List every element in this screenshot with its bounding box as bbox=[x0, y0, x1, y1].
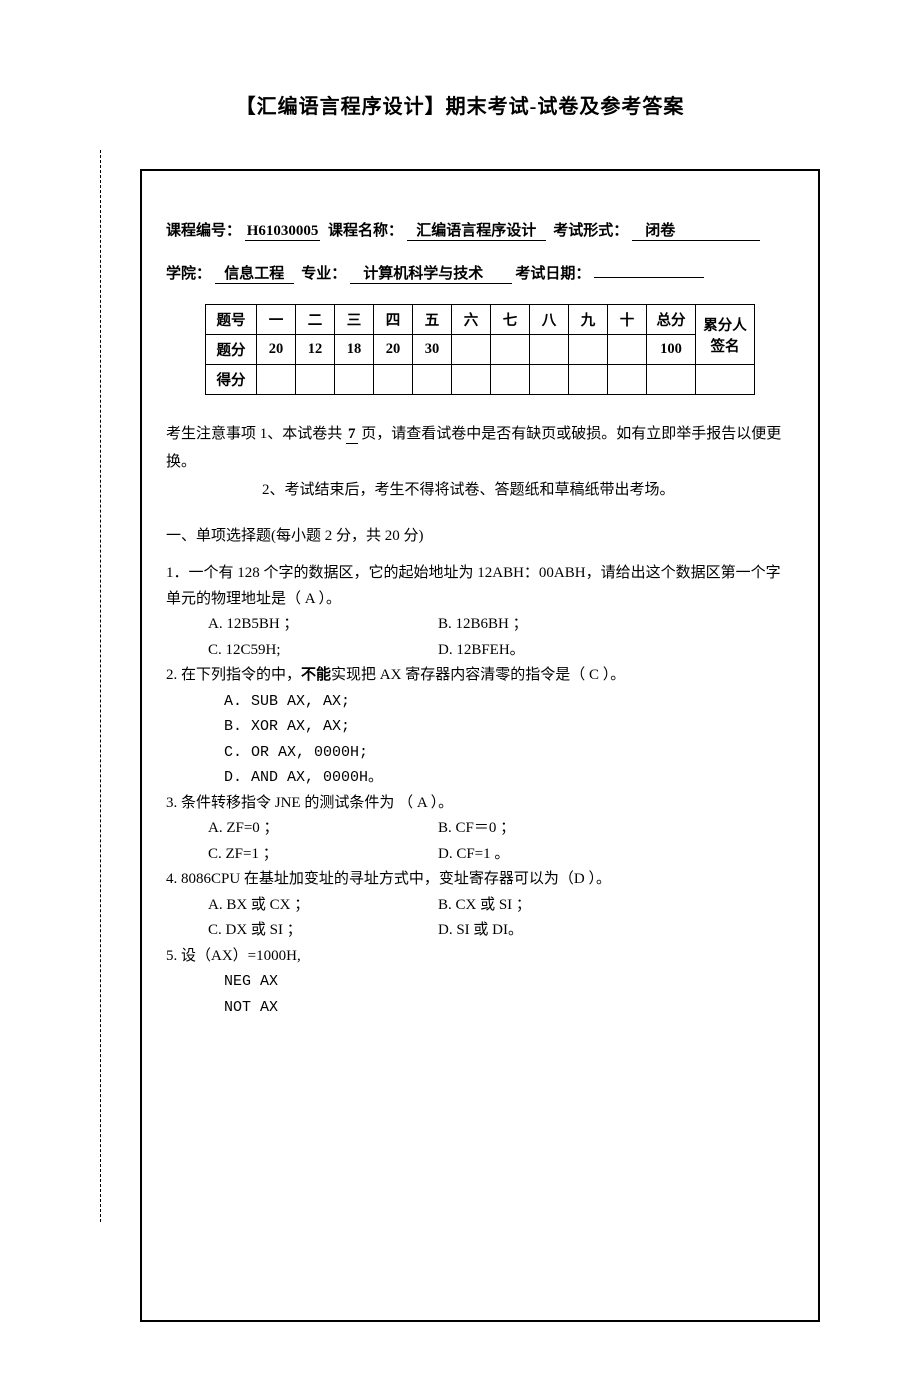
q4-stem: 4. 8086CPU 在基址加变址的寻址方式中，变址寄存器可以为（D ）。 bbox=[166, 867, 794, 893]
exam-date-blank bbox=[594, 262, 704, 278]
got-7 bbox=[491, 365, 530, 395]
got-total bbox=[647, 365, 696, 395]
got-8 bbox=[530, 365, 569, 395]
question-2: 2. 在下列指令的中，不能实现把 AX 寄存器内容清零的指令是（ C ）。 A.… bbox=[166, 663, 794, 791]
score-8 bbox=[530, 335, 569, 365]
notice-prefix: 考生注意事项 bbox=[166, 426, 256, 442]
major-label: 专业： bbox=[301, 266, 346, 282]
q4-opt-c: C. DX 或 SI ； bbox=[208, 918, 438, 944]
q4-opt-d: D. SI 或 DI。 bbox=[438, 918, 523, 944]
content-frame: 课程编号： H61030005 课程名称： 汇编语言程序设计 考试形式： 闭卷 … bbox=[140, 169, 820, 1322]
exam-form-label: 考试形式： bbox=[553, 223, 628, 239]
col-5: 五 bbox=[413, 305, 452, 335]
course-no: H61030005 bbox=[245, 223, 321, 241]
score-6 bbox=[452, 335, 491, 365]
q5-stem: 5. 设（AX）=1000H, bbox=[166, 944, 794, 970]
got-6 bbox=[452, 365, 491, 395]
col-3: 三 bbox=[335, 305, 374, 335]
col-10: 十 bbox=[608, 305, 647, 335]
got-1 bbox=[257, 365, 296, 395]
section-1-title: 一、单项选择题(每小题 2 分，共 20 分) bbox=[166, 524, 794, 545]
got-10 bbox=[608, 365, 647, 395]
col-8: 八 bbox=[530, 305, 569, 335]
meta-line-2: 学院： 信息工程 专业： 计算机科学与技术 考试日期： bbox=[166, 260, 794, 289]
q1-stem: 1．一个有 128 个字的数据区，它的起始地址为 12ABH：00ABH，请给出… bbox=[166, 561, 794, 612]
meta-line-1: 课程编号： H61030005 课程名称： 汇编语言程序设计 考试形式： 闭卷 bbox=[166, 217, 794, 246]
course-name: 汇编语言程序设计 bbox=[407, 223, 546, 241]
q4-opt-b: B. CX 或 SI ； bbox=[438, 893, 531, 919]
col-7: 七 bbox=[491, 305, 530, 335]
score-10 bbox=[608, 335, 647, 365]
row2-label: 题分 bbox=[206, 335, 257, 365]
question-4: 4. 8086CPU 在基址加变址的寻址方式中，变址寄存器可以为（D ）。 A.… bbox=[166, 867, 794, 944]
table-row: 得分 bbox=[206, 365, 755, 395]
row3-label: 得分 bbox=[206, 365, 257, 395]
q3-opt-d: D. CF=1 。 bbox=[438, 842, 509, 868]
score-table: 题号 一 二 三 四 五 六 七 八 九 十 总分 累分人 签名 题分 20 bbox=[205, 304, 755, 395]
sign-col: 累分人 签名 bbox=[696, 305, 755, 365]
question-5: 5. 设（AX）=1000H, NEG AX NOT AX bbox=[166, 944, 794, 1021]
got-3 bbox=[335, 365, 374, 395]
q1-opt-a: A. 12B5BH ； bbox=[208, 612, 438, 638]
exam-date-label: 考试日期： bbox=[515, 266, 590, 282]
col-9: 九 bbox=[569, 305, 608, 335]
q1-opt-c: C. 12C59H; bbox=[208, 638, 438, 664]
notice-line1a: 1、本试卷共 bbox=[260, 426, 343, 442]
got-5 bbox=[413, 365, 452, 395]
col-4: 四 bbox=[374, 305, 413, 335]
page-count: 7 bbox=[346, 426, 358, 444]
row1-label: 题号 bbox=[206, 305, 257, 335]
document-title: 【汇编语言程序设计】期末考试-试卷及参考答案 bbox=[100, 90, 820, 119]
table-row: 题号 一 二 三 四 五 六 七 八 九 十 总分 累分人 签名 bbox=[206, 305, 755, 335]
q3-opt-c: C. ZF=1 ； bbox=[208, 842, 438, 868]
score-2: 12 bbox=[296, 335, 335, 365]
got-4 bbox=[374, 365, 413, 395]
sign-cell bbox=[696, 365, 755, 395]
q2-opt-b: B. XOR AX, AX; bbox=[166, 714, 794, 740]
notice-line2: 2、考试结束后，考生不得将试卷、答题纸和草稿纸带出考场。 bbox=[166, 482, 675, 498]
q2-opt-d: D. AND AX, 0000H。 bbox=[166, 765, 794, 791]
college: 信息工程 bbox=[215, 266, 294, 284]
table-row: 题分 20 12 18 20 30 100 bbox=[206, 335, 755, 365]
col-6: 六 bbox=[452, 305, 491, 335]
college-label: 学院： bbox=[166, 266, 211, 282]
exam-form: 闭卷 bbox=[632, 223, 760, 241]
got-9 bbox=[569, 365, 608, 395]
score-4: 20 bbox=[374, 335, 413, 365]
q5-line1: NEG AX bbox=[166, 969, 794, 995]
q2-opt-a: A. SUB AX, AX; bbox=[166, 689, 794, 715]
score-9 bbox=[569, 335, 608, 365]
got-2 bbox=[296, 365, 335, 395]
q3-stem: 3. 条件转移指令 JNE 的测试条件为 （ A ）。 bbox=[166, 791, 794, 817]
col-1: 一 bbox=[257, 305, 296, 335]
q2-opt-c: C. OR AX, 0000H; bbox=[166, 740, 794, 766]
q1-opt-b: B. 12B6BH ； bbox=[438, 612, 528, 638]
major: 计算机科学与技术 bbox=[350, 266, 512, 284]
score-total: 100 bbox=[647, 335, 696, 365]
score-3: 18 bbox=[335, 335, 374, 365]
question-3: 3. 条件转移指令 JNE 的测试条件为 （ A ）。 A. ZF=0 ； B.… bbox=[166, 791, 794, 868]
q2-stem: 2. 在下列指令的中，不能实现把 AX 寄存器内容清零的指令是（ C ）。 bbox=[166, 663, 794, 689]
q3-opt-a: A. ZF=0 ； bbox=[208, 816, 438, 842]
q1-opt-d: D. 12BFEH。 bbox=[438, 638, 525, 664]
col-total: 总分 bbox=[647, 305, 696, 335]
course-name-label: 课程名称： bbox=[328, 223, 403, 239]
question-1: 1．一个有 128 个字的数据区，它的起始地址为 12ABH：00ABH，请给出… bbox=[166, 561, 794, 663]
notice-block: 考生注意事项 1、本试卷共 7 页，请查看试卷中是否有缺页或破损。如有立即举手报… bbox=[166, 421, 794, 504]
col-2: 二 bbox=[296, 305, 335, 335]
page: 【汇编语言程序设计】期末考试-试卷及参考答案 课程编号： H61030005 课… bbox=[0, 0, 920, 1382]
q4-opt-a: A. BX 或 CX ； bbox=[208, 893, 438, 919]
course-no-label: 课程编号： bbox=[166, 223, 241, 239]
binding-line bbox=[100, 150, 101, 1222]
q3-opt-b: B. CF＝0 ； bbox=[438, 816, 515, 842]
score-1: 20 bbox=[257, 335, 296, 365]
score-5: 30 bbox=[413, 335, 452, 365]
score-7 bbox=[491, 335, 530, 365]
q5-line2: NOT AX bbox=[166, 995, 794, 1021]
notice-line1b: 页，请查看试卷中是否有缺页或破损。如有立即举手报告以便更换。 bbox=[166, 426, 781, 470]
